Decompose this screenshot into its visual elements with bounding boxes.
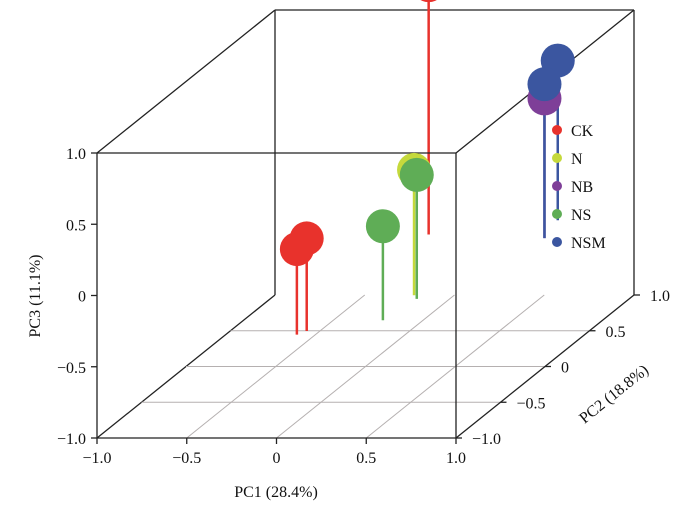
- y-tick-label: 0.5: [606, 324, 626, 341]
- x-tick-label: 1.0: [446, 450, 466, 467]
- y-tick-label: −1.0: [472, 431, 501, 448]
- legend-label-ck: CK: [571, 123, 594, 140]
- x-axis-title: PC1 (28.4%): [234, 484, 318, 501]
- y-tick-label: 1.0: [650, 288, 670, 305]
- data-point-ns: [365, 209, 400, 244]
- z-axis-title: PC3 (11.1%): [27, 255, 44, 338]
- legend-label-nsm: NSM: [571, 235, 606, 252]
- z-tick-label: 1.0: [66, 146, 86, 163]
- x-tick-label: −0.5: [172, 450, 201, 467]
- y-axis-title: PC2 (18.8%): [576, 362, 652, 428]
- x-tick-label: 0.5: [356, 450, 376, 467]
- legend-marker-nsm: [552, 237, 562, 247]
- legend-label-ns: NS: [571, 207, 591, 224]
- legend-label-n: N: [571, 151, 583, 168]
- legend-marker-ck: [552, 125, 562, 135]
- y-tick-label: −0.5: [517, 395, 546, 412]
- legend-marker-n: [552, 153, 562, 163]
- z-tick-label: 0.5: [66, 217, 86, 234]
- x-tick-label: 0: [273, 450, 281, 467]
- data-point-ck: [420, 0, 437, 3]
- y-tick-label: 0: [561, 360, 569, 377]
- data-point-nsm: [527, 67, 562, 102]
- legend-marker-ns: [552, 209, 562, 219]
- data-point-ck: [279, 232, 314, 267]
- z-tick-label: −0.5: [57, 360, 86, 377]
- legend-label-nb: NB: [571, 179, 593, 196]
- x-tick-label: −1.0: [82, 450, 111, 467]
- box-edge: [96, 9, 276, 154]
- data-point-ns: [399, 157, 434, 192]
- z-tick-label: −1.0: [57, 431, 86, 448]
- z-tick-label: 0: [78, 289, 86, 306]
- legend-marker-nb: [552, 181, 562, 191]
